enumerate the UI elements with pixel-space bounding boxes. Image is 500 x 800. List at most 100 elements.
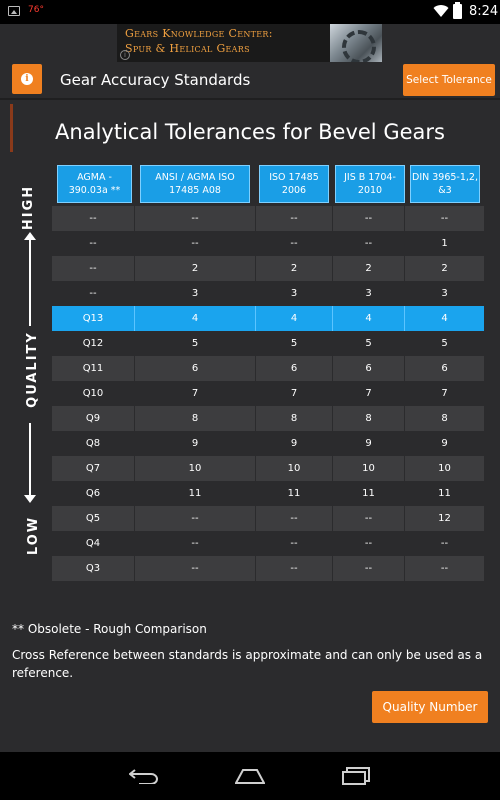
table-cell: 4 (256, 306, 333, 331)
table-row[interactable]: Q3 -- -- -- -- (52, 556, 484, 581)
table-cell: -- (52, 256, 135, 281)
table-cell: 3 (333, 281, 405, 306)
table-row[interactable]: Q12 5 5 5 5 (52, 331, 484, 356)
image-icon (8, 6, 20, 16)
table-row-selected[interactable]: Q13 4 4 4 4 (52, 306, 484, 331)
quality-number-button[interactable]: Quality Number (372, 691, 488, 723)
table-cell: 11 (256, 481, 333, 506)
table-cell: 4 (333, 306, 405, 331)
table-cell: -- (135, 556, 256, 581)
table-cell: 6 (135, 356, 256, 381)
table-cell: -- (333, 531, 405, 556)
temperature-text: 76° (28, 5, 44, 15)
back-icon[interactable] (129, 768, 159, 784)
table-cell: Q8 (52, 431, 135, 456)
table-cell: -- (135, 231, 256, 256)
table-cell: 12 (438, 513, 451, 524)
table-cell: Q11 (52, 356, 135, 381)
column-header: JIS B 1704-2010 (335, 165, 405, 203)
wifi-icon (433, 5, 449, 18)
axis-label-quality: QUALITY (24, 331, 40, 408)
table-cell: -- (440, 213, 449, 224)
table-cell: Q6 (52, 481, 135, 506)
select-tolerance-button[interactable]: Select Tolerance (403, 64, 495, 96)
info-button[interactable]: i (12, 64, 42, 94)
table-cell: 8 (333, 406, 405, 431)
table-row[interactable]: -- -- -- -- 1 (52, 231, 484, 256)
table-row[interactable]: -- -- -- -- -- (52, 206, 484, 231)
table-row[interactable]: -- 2 2 2 2 (52, 256, 484, 281)
table-cell: 3 (256, 281, 333, 306)
table-cell: Q12 (52, 331, 135, 356)
ad-subtitle: Spur & Helical Gears (125, 42, 250, 55)
ad-title: Gears Knowledge Center: (125, 27, 273, 40)
table-cell: 6 (256, 356, 333, 381)
table-row[interactable]: Q10 7 7 7 7 (52, 381, 484, 406)
table-row[interactable]: Q6 11 11 11 11 (52, 481, 484, 506)
table-cell: Q13 (52, 306, 135, 331)
table-cell: 6 (333, 356, 405, 381)
table-cell: -- (256, 231, 333, 256)
table-cell: Q5 (52, 506, 135, 531)
table-cell: 9 (441, 438, 448, 449)
table-row[interactable]: Q9 8 8 8 8 (52, 406, 484, 431)
table-cell: -- (333, 206, 405, 231)
table-cell: -- (135, 506, 256, 531)
axis-label-high: HIGH (21, 184, 37, 231)
table-cell: 2 (441, 263, 448, 274)
table-row[interactable]: -- 3 3 3 3 (52, 281, 484, 306)
table-title: Analytical Tolerances for Bevel Gears (55, 120, 445, 144)
table-cell: 2 (333, 256, 405, 281)
table-cell: 7 (441, 388, 448, 399)
table-cell: 7 (333, 381, 405, 406)
ad-banner[interactable]: Gears Knowledge Center: Spur & Helical G… (117, 24, 382, 64)
table-cell: -- (256, 556, 333, 581)
table-cell: -- (256, 206, 333, 231)
header-bar: i Gear Accuracy Standards Select Toleran… (0, 62, 500, 98)
table-cell: 5 (135, 331, 256, 356)
table-cell: Q7 (52, 456, 135, 481)
battery-icon (453, 2, 462, 19)
column-header: ISO 17485 2006 (259, 165, 329, 203)
clock: 8:24 (469, 4, 499, 19)
table-row[interactable]: Q4 -- -- -- -- (52, 531, 484, 556)
column-header: AGMA - 390.03a ** (57, 165, 132, 203)
table-cell: 10 (256, 456, 333, 481)
table-row[interactable]: Q7 10 10 10 10 (52, 456, 484, 481)
table-header: AGMA - 390.03a ** ANSI / AGMA ISO 17485 … (52, 165, 484, 205)
table-cell: -- (52, 231, 135, 256)
table-cell: -- (135, 531, 256, 556)
table-cell: 3 (135, 281, 256, 306)
table-cell: 4 (135, 306, 256, 331)
table-cell: -- (52, 281, 135, 306)
table-cell: Q10 (52, 381, 135, 406)
table-row[interactable]: Q5 -- -- -- 12 (52, 506, 484, 531)
table-row[interactable]: Q11 6 6 6 6 (52, 356, 484, 381)
table-row[interactable]: Q8 9 9 9 9 (52, 431, 484, 456)
arrow-up-icon (24, 232, 36, 326)
table-cell: -- (333, 506, 405, 531)
table-cell: Q3 (52, 556, 135, 581)
table-cell: -- (256, 506, 333, 531)
table-cell: 10 (333, 456, 405, 481)
axis-label-low: LOW (26, 515, 42, 556)
table-cell: 11 (438, 488, 451, 499)
table-cell: -- (256, 531, 333, 556)
ad-info-icon[interactable]: i (120, 50, 130, 60)
header-divider (0, 98, 500, 100)
table-cell: 8 (135, 406, 256, 431)
recent-apps-icon[interactable] (341, 767, 371, 785)
table-cell: 10 (135, 456, 256, 481)
home-icon[interactable] (235, 768, 265, 784)
table-cell: -- (333, 231, 405, 256)
table-cell: 5 (333, 331, 405, 356)
table-cell: -- (135, 206, 256, 231)
table-cell: 2 (256, 256, 333, 281)
table-cell: 8 (441, 413, 448, 424)
table-cell: Q9 (52, 406, 135, 431)
table-cell: 7 (256, 381, 333, 406)
table-cell: -- (440, 563, 449, 574)
table-cell: 2 (135, 256, 256, 281)
arrow-down-icon (24, 423, 36, 503)
footnote: ** Obsolete - Rough Comparison (12, 622, 207, 636)
